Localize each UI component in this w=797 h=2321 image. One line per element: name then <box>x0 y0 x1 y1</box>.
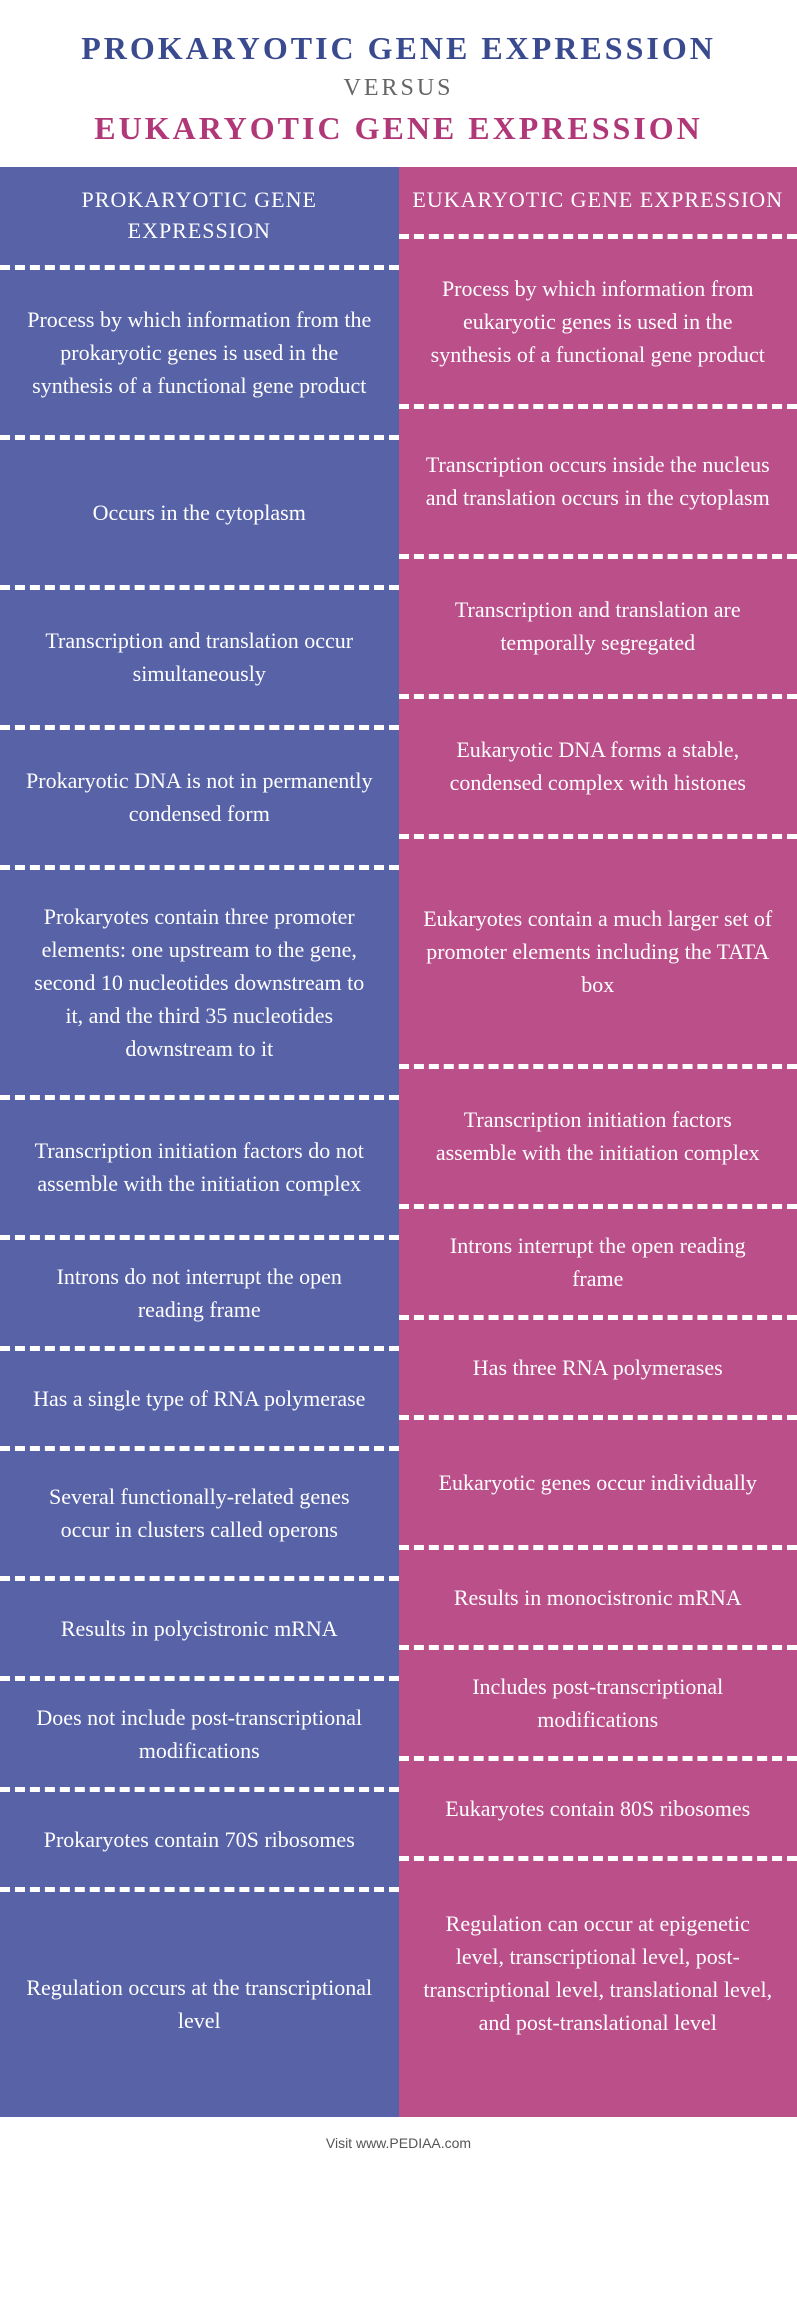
right-column-header: EUKARYOTIC GENE EXPRESSION <box>399 167 797 234</box>
right-cell: Transcription initiation factors assembl… <box>399 1064 797 1204</box>
left-cell: Does not include post-transcriptional mo… <box>0 1676 399 1787</box>
right-cell: Results in monocistronic mRNA <box>399 1545 797 1645</box>
right-cell: Introns interrupt the open reading frame <box>399 1204 797 1315</box>
left-cell: Regulation occurs at the transcriptional… <box>0 1887 399 2117</box>
right-cell: Eukaryotes contain 80S ribosomes <box>399 1756 797 1856</box>
left-cell: Occurs in the cytoplasm <box>0 435 399 585</box>
left-cell: Has a single type of RNA polymerase <box>0 1346 399 1446</box>
right-cell: Transcription occurs inside the nucleus … <box>399 404 797 554</box>
left-cell: Prokaryotes contain three promoter eleme… <box>0 865 399 1095</box>
versus-label: VERSUS <box>20 75 777 102</box>
left-cell: Introns do not interrupt the open readin… <box>0 1235 399 1346</box>
right-column: EUKARYOTIC GENE EXPRESSION Process by wh… <box>399 167 797 2117</box>
right-cell: Eukaryotic genes occur individually <box>399 1415 797 1545</box>
left-cell: Process by which information from the pr… <box>0 265 399 435</box>
title-eukaryotic: EUKARYOTIC GENE EXPRESSION <box>20 110 777 147</box>
infographic-container: PROKARYOTIC GENE EXPRESSION VERSUS EUKAR… <box>0 0 797 2169</box>
left-cell: Transcription and translation occur simu… <box>0 585 399 725</box>
left-cell: Transcription initiation factors do not … <box>0 1095 399 1235</box>
header: PROKARYOTIC GENE EXPRESSION VERSUS EUKAR… <box>0 0 797 167</box>
title-prokaryotic: PROKARYOTIC GENE EXPRESSION <box>20 30 777 67</box>
footer-link: Visit www.PEDIAA.com <box>0 2117 797 2169</box>
right-cell: Transcription and translation are tempor… <box>399 554 797 694</box>
right-cell: Eukaryotic DNA forms a stable, condensed… <box>399 694 797 834</box>
left-column-header: PROKARYOTIC GENE EXPRESSION <box>0 167 399 265</box>
left-column: PROKARYOTIC GENE EXPRESSION Process by w… <box>0 167 399 2117</box>
right-cell: Eukaryotes contain a much larger set of … <box>399 834 797 1064</box>
left-cell: Prokaryotes contain 70S ribosomes <box>0 1787 399 1887</box>
right-cell: Includes post-transcriptional modificati… <box>399 1645 797 1756</box>
right-cell: Regulation can occur at epigenetic level… <box>399 1856 797 2086</box>
right-cell: Process by which information from eukary… <box>399 234 797 404</box>
left-cell: Several functionally-related genes occur… <box>0 1446 399 1576</box>
comparison-columns: PROKARYOTIC GENE EXPRESSION Process by w… <box>0 167 797 2117</box>
left-cell: Prokaryotic DNA is not in permanently co… <box>0 725 399 865</box>
right-cell: Has three RNA polymerases <box>399 1315 797 1415</box>
left-cell: Results in polycistronic mRNA <box>0 1576 399 1676</box>
